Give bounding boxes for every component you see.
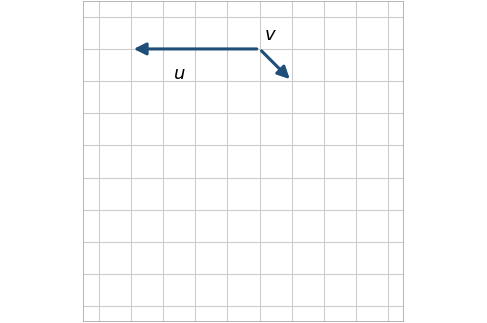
Text: v: v xyxy=(264,26,275,44)
Text: u: u xyxy=(173,65,185,83)
